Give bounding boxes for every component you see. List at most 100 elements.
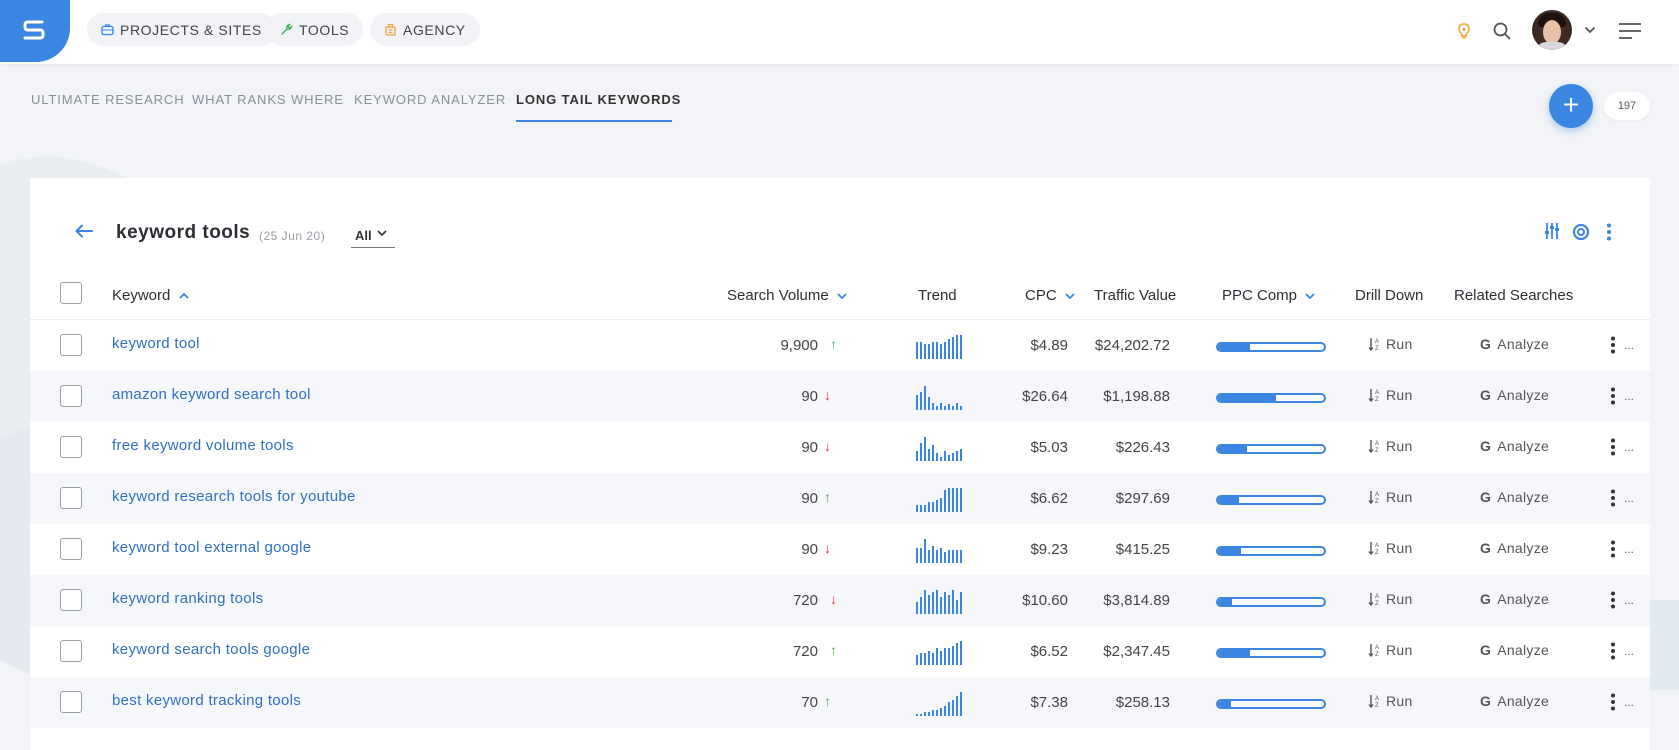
row-checkbox[interactable] bbox=[60, 691, 82, 713]
trend-bar bbox=[928, 344, 930, 359]
tab-keyword-analyzer[interactable]: KEYWORD ANALYZER bbox=[354, 92, 507, 107]
row-checkbox[interactable] bbox=[60, 334, 82, 356]
trend-bar bbox=[932, 546, 934, 563]
trend-bar bbox=[952, 550, 954, 563]
analyze-label: Analyze bbox=[1497, 438, 1550, 454]
keyword-link[interactable]: free keyword volume tools bbox=[112, 437, 294, 454]
drill-down-run-button[interactable]: A Z Run bbox=[1368, 693, 1413, 709]
svg-text:Z: Z bbox=[1375, 703, 1379, 708]
row-more-options-icon[interactable] bbox=[1610, 642, 1616, 660]
app-logo[interactable] bbox=[0, 0, 70, 62]
related-analyze-button[interactable]: G Analyze bbox=[1480, 591, 1549, 607]
row-checkbox[interactable] bbox=[60, 589, 82, 611]
filter-select[interactable]: All bbox=[351, 228, 395, 248]
column-keyword[interactable]: Keyword bbox=[112, 287, 189, 304]
keyword-link[interactable]: keyword tool external google bbox=[112, 539, 312, 556]
nav-tools[interactable]: TOOLS bbox=[266, 13, 364, 46]
ellipsis-icon[interactable]: ... bbox=[1624, 542, 1635, 556]
related-analyze-button[interactable]: G Analyze bbox=[1480, 438, 1549, 454]
row-more-options-icon[interactable] bbox=[1610, 693, 1616, 711]
chevron-down-icon[interactable] bbox=[1584, 26, 1596, 34]
search-volume: 90 bbox=[801, 490, 818, 507]
add-button[interactable]: + bbox=[1549, 84, 1593, 128]
trend-bar bbox=[948, 702, 950, 716]
trend-bar bbox=[948, 550, 950, 563]
related-analyze-button[interactable]: G Analyze bbox=[1480, 336, 1549, 352]
cpc-value: $4.89 bbox=[1030, 337, 1068, 354]
related-analyze-button[interactable]: G Analyze bbox=[1480, 489, 1549, 505]
drill-down-run-button[interactable]: A Z Run bbox=[1368, 336, 1413, 352]
search-icon[interactable] bbox=[1493, 22, 1511, 40]
trend-bar bbox=[940, 708, 942, 716]
column-cpc[interactable]: CPC bbox=[1025, 287, 1075, 304]
svg-text:Z: Z bbox=[1375, 601, 1379, 606]
nav-projects-sites[interactable]: PROJECTS & SITES bbox=[87, 13, 276, 46]
more-options-icon[interactable] bbox=[1606, 223, 1612, 241]
back-arrow-icon[interactable] bbox=[74, 224, 94, 238]
drill-down-run-button[interactable]: A Z Run bbox=[1368, 489, 1413, 505]
drill-down-run-button[interactable]: A Z Run bbox=[1368, 642, 1413, 658]
user-avatar[interactable] bbox=[1532, 10, 1572, 50]
nav-agency-label: AGENCY bbox=[403, 21, 466, 38]
agency-icon bbox=[385, 23, 396, 36]
results-card: keyword tools (25 Jun 20) All Keyword Se… bbox=[30, 178, 1650, 750]
ellipsis-icon[interactable]: ... bbox=[1624, 644, 1635, 658]
row-checkbox[interactable] bbox=[60, 640, 82, 662]
trend-sparkline bbox=[916, 692, 962, 716]
nav-tools-label: TOOLS bbox=[299, 21, 350, 38]
trend-sparkline bbox=[916, 641, 962, 665]
row-more-options-icon[interactable] bbox=[1610, 387, 1616, 405]
keyword-link[interactable]: keyword research tools for youtube bbox=[112, 488, 356, 505]
row-checkbox[interactable] bbox=[60, 436, 82, 458]
keyword-link[interactable]: keyword search tools google bbox=[112, 641, 311, 658]
ellipsis-icon[interactable]: ... bbox=[1624, 440, 1635, 454]
traffic-value: $297.69 bbox=[1115, 490, 1170, 507]
trend-bar bbox=[928, 397, 930, 410]
trend-down-arrow-icon: ↓ bbox=[824, 540, 831, 556]
lightbulb-icon[interactable] bbox=[1456, 22, 1472, 40]
drill-down-run-button[interactable]: A Z Run bbox=[1368, 438, 1413, 454]
keyword-link[interactable]: best keyword tracking tools bbox=[112, 692, 302, 709]
column-search-volume[interactable]: Search Volume bbox=[727, 287, 847, 304]
keyword-link[interactable]: amazon keyword search tool bbox=[112, 386, 311, 403]
row-checkbox[interactable] bbox=[60, 487, 82, 509]
trend-bar bbox=[924, 590, 926, 614]
row-more-options-icon[interactable] bbox=[1610, 438, 1616, 456]
column-settings-icon[interactable] bbox=[1544, 222, 1560, 240]
ellipsis-icon[interactable]: ... bbox=[1624, 593, 1635, 607]
trend-bar bbox=[952, 590, 954, 614]
ellipsis-icon[interactable]: ... bbox=[1624, 695, 1635, 709]
row-more-options-icon[interactable] bbox=[1610, 591, 1616, 609]
ellipsis-icon[interactable]: ... bbox=[1624, 389, 1635, 403]
row-more-options-icon[interactable] bbox=[1610, 489, 1616, 507]
keyword-link[interactable]: keyword ranking tools bbox=[112, 590, 264, 607]
drill-down-run-button[interactable]: A Z Run bbox=[1368, 387, 1413, 403]
trend-bar bbox=[960, 550, 962, 563]
related-analyze-button[interactable]: G Analyze bbox=[1480, 693, 1549, 709]
google-g-icon: G bbox=[1480, 591, 1492, 607]
ellipsis-icon[interactable]: ... bbox=[1624, 491, 1635, 505]
settings-gear-icon[interactable] bbox=[1571, 222, 1591, 242]
drill-down-run-button[interactable]: A Z Run bbox=[1368, 540, 1413, 556]
nav-agency[interactable]: AGENCY bbox=[370, 13, 480, 46]
keyword-link[interactable]: keyword tool bbox=[112, 335, 200, 352]
trend-bar bbox=[940, 548, 942, 563]
column-ppc-comp[interactable]: PPC Comp bbox=[1222, 287, 1315, 304]
related-analyze-button[interactable]: G Analyze bbox=[1480, 387, 1549, 403]
related-analyze-button[interactable]: G Analyze bbox=[1480, 540, 1549, 556]
trend-bar bbox=[932, 592, 934, 614]
tab-ultimate-research[interactable]: ULTIMATE RESEARCH bbox=[31, 92, 185, 107]
run-label: Run bbox=[1386, 438, 1413, 454]
menu-icon[interactable] bbox=[1618, 22, 1642, 40]
trend-bar bbox=[956, 403, 958, 410]
related-analyze-button[interactable]: G Analyze bbox=[1480, 642, 1549, 658]
row-more-options-icon[interactable] bbox=[1610, 540, 1616, 558]
select-all-checkbox[interactable] bbox=[60, 282, 82, 304]
row-checkbox[interactable] bbox=[60, 385, 82, 407]
ellipsis-icon[interactable]: ... bbox=[1624, 338, 1635, 352]
row-more-options-icon[interactable] bbox=[1610, 336, 1616, 354]
tab-what-ranks-where[interactable]: WHAT RANKS WHERE bbox=[192, 92, 344, 107]
row-checkbox[interactable] bbox=[60, 538, 82, 560]
drill-down-run-button[interactable]: A Z Run bbox=[1368, 591, 1413, 607]
tab-long-tail-keywords[interactable]: LONG TAIL KEYWORDS bbox=[516, 92, 682, 107]
